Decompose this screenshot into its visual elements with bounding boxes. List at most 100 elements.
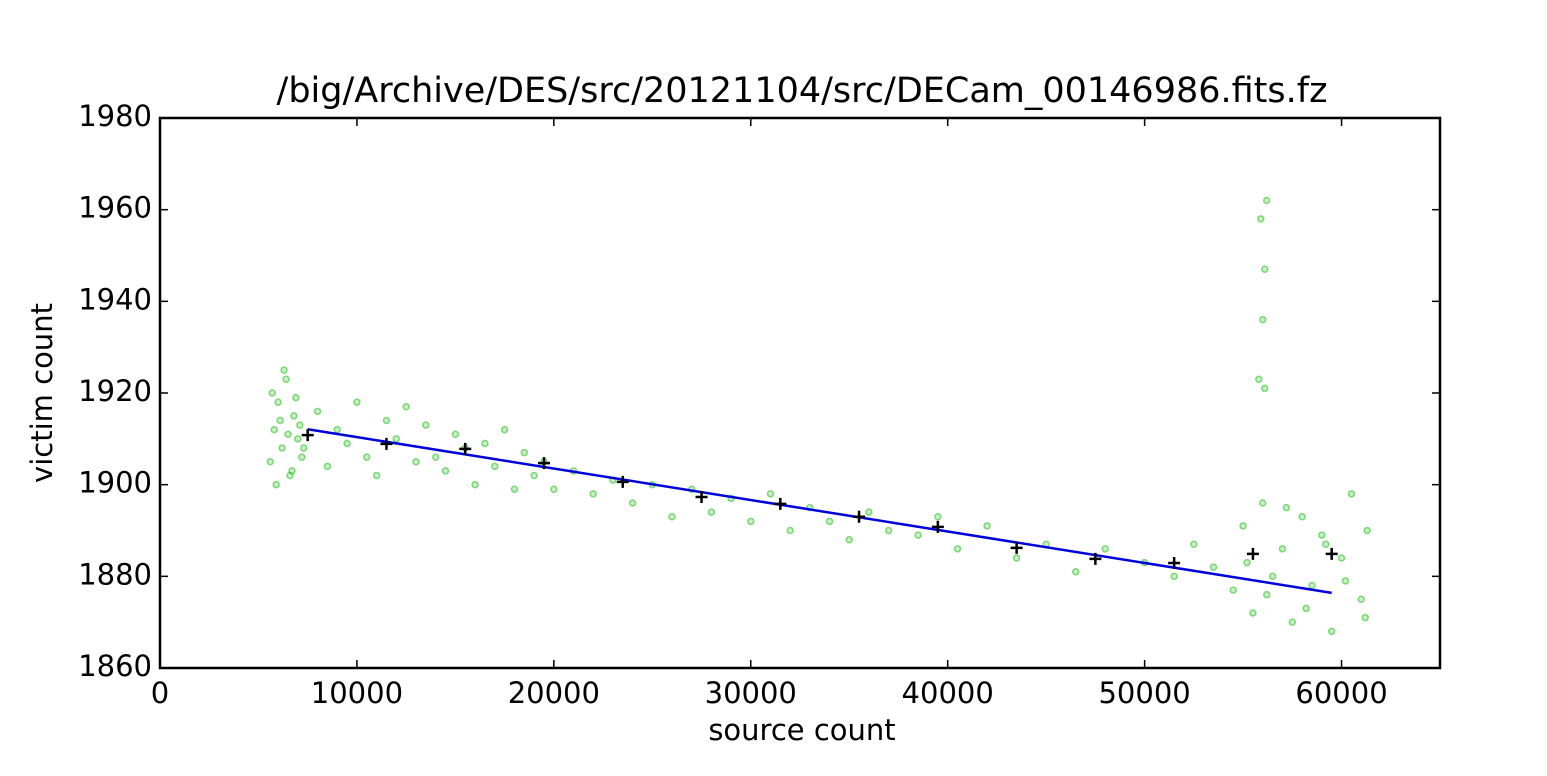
y-tick-label: 1900 <box>78 466 152 500</box>
x-tick-label: 30000 <box>705 676 797 710</box>
scatter-point <box>1337 554 1346 562</box>
scatter-point <box>1190 540 1198 548</box>
scatter-point <box>431 453 440 461</box>
scatter-point <box>766 490 775 498</box>
y-tick-label: 1860 <box>78 649 152 683</box>
scatter-point <box>323 462 332 471</box>
scatter-point <box>1170 572 1178 581</box>
y-tick-label: 1920 <box>78 374 152 408</box>
scatter-point <box>1209 563 1218 571</box>
scatter-point <box>1243 558 1251 567</box>
scatter-point <box>589 490 597 498</box>
scatter-point <box>1363 526 1371 535</box>
scatter-point <box>1318 531 1326 539</box>
scatter-point <box>294 435 302 443</box>
mean-marker <box>301 429 314 442</box>
scatter-point <box>1259 315 1267 324</box>
x-tick-label: 60000 <box>1295 676 1387 710</box>
scatter-point <box>825 517 834 526</box>
scatter-point <box>1229 586 1237 594</box>
scatter-point <box>1288 618 1297 626</box>
y-tick-label: 1960 <box>78 191 152 225</box>
scatter-point <box>284 430 292 438</box>
fit-line <box>307 427 1332 595</box>
scatter-point <box>266 458 275 466</box>
scatter-point <box>298 453 306 461</box>
scatter-point <box>1249 609 1257 617</box>
scatter-point <box>288 467 296 475</box>
scatter-point <box>845 535 853 544</box>
scatter-point <box>1322 540 1330 548</box>
scatter-point <box>1101 545 1109 553</box>
scatter-point <box>268 389 276 397</box>
scatter-point <box>1262 196 1271 205</box>
scatter-point <box>290 412 298 420</box>
mean-marker <box>1246 547 1259 560</box>
scatter-point <box>313 407 322 416</box>
x-axis-label: source count <box>708 713 895 747</box>
x-tick-label: 0 <box>151 676 169 710</box>
scatter-point <box>953 545 962 553</box>
mean-marker <box>1089 552 1102 565</box>
plot-frame <box>158 116 1442 670</box>
scatter-point <box>747 517 755 526</box>
scatter-point <box>1260 265 1269 273</box>
scatter-point <box>520 448 529 457</box>
scatter-point <box>292 393 300 402</box>
mean-marker <box>853 510 866 523</box>
scatter-point <box>1308 581 1316 590</box>
scatter-point <box>353 398 361 406</box>
scatter-point <box>914 531 922 539</box>
scatter-point <box>402 403 410 411</box>
mean-marker <box>616 475 629 488</box>
scatter-point <box>392 435 401 443</box>
scatter-point <box>481 439 489 448</box>
scatter-point <box>1298 513 1306 521</box>
mean-marker <box>1010 541 1023 554</box>
scatter-point <box>300 444 308 452</box>
mean-marker <box>459 442 472 455</box>
chart-title: /big/Archive/DES/src/20121104/src/DECam_… <box>277 71 1328 111</box>
scatter-point <box>272 480 280 489</box>
x-tick-label: 40000 <box>902 676 994 710</box>
y-axis-label: victim count <box>25 303 59 483</box>
scatter-point <box>884 526 893 535</box>
scatter-point <box>491 462 499 471</box>
scatter-point <box>628 499 637 507</box>
x-tick-label: 20000 <box>508 676 600 710</box>
mean-marker <box>695 491 708 504</box>
scatter-point <box>276 416 284 425</box>
y-tick-label: 1940 <box>78 282 152 316</box>
scatter-point <box>270 425 278 434</box>
y-tick-label: 1880 <box>78 557 152 591</box>
scatter-point <box>451 430 460 438</box>
scatter-point <box>1071 568 1080 576</box>
scatter-point <box>983 522 991 530</box>
scatter-point <box>1341 577 1350 585</box>
scatter-point <box>412 458 420 466</box>
scatter-point <box>372 471 381 480</box>
scatter-point <box>934 513 942 521</box>
scatter-point <box>668 513 676 521</box>
y-tick-label: 1980 <box>78 99 152 133</box>
mean-marker <box>1168 557 1181 570</box>
scatter-point <box>1260 384 1269 393</box>
scatter-point <box>707 508 716 516</box>
scatter-point <box>422 421 430 429</box>
scatter-point <box>786 526 794 535</box>
scatter-point <box>363 453 371 461</box>
mean-marker <box>538 457 550 470</box>
scatter-point <box>1259 499 1267 507</box>
mean-marker <box>1325 547 1338 560</box>
scatter-point <box>550 485 558 493</box>
scatter-point <box>333 425 341 434</box>
scatter-point <box>280 366 288 374</box>
scatter-point <box>1262 590 1271 599</box>
scatter-point <box>278 444 286 452</box>
x-tick-label: 50000 <box>1098 676 1190 710</box>
scatter-point <box>1361 613 1369 622</box>
scatter-point <box>530 471 538 480</box>
scatter-point <box>1357 595 1365 603</box>
scatter-point <box>471 480 479 489</box>
